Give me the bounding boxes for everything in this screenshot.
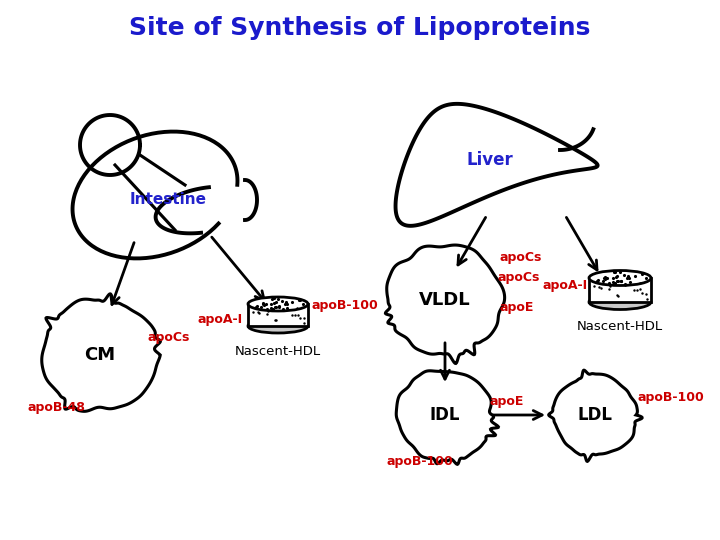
Text: Liver: Liver bbox=[467, 151, 513, 169]
Text: LDL: LDL bbox=[577, 406, 613, 424]
Text: apoE: apoE bbox=[490, 395, 524, 408]
Text: apoA-I: apoA-I bbox=[543, 279, 588, 292]
Polygon shape bbox=[395, 104, 598, 226]
Text: apoB-100: apoB-100 bbox=[311, 299, 378, 312]
Text: Nascent-HDL: Nascent-HDL bbox=[577, 320, 663, 333]
Text: apoA-I: apoA-I bbox=[198, 314, 243, 327]
Text: apoB-100: apoB-100 bbox=[638, 392, 705, 404]
Text: Intestine: Intestine bbox=[130, 192, 207, 207]
Bar bbox=[589, 278, 651, 302]
Text: apoB-100: apoB-100 bbox=[387, 456, 454, 469]
Text: apoE: apoE bbox=[500, 301, 534, 314]
Ellipse shape bbox=[589, 271, 651, 286]
Text: apoCs: apoCs bbox=[500, 252, 542, 265]
Text: Site of Synthesis of Lipoproteins: Site of Synthesis of Lipoproteins bbox=[130, 16, 590, 40]
Polygon shape bbox=[549, 370, 642, 461]
Polygon shape bbox=[396, 371, 498, 464]
Ellipse shape bbox=[589, 294, 651, 309]
Bar bbox=[248, 304, 308, 326]
Text: apoB-48: apoB-48 bbox=[28, 402, 86, 415]
Text: apoCs: apoCs bbox=[498, 272, 541, 285]
Polygon shape bbox=[42, 294, 161, 411]
Text: apoCs: apoCs bbox=[148, 330, 190, 343]
Text: Nascent-HDL: Nascent-HDL bbox=[235, 345, 321, 358]
Text: VLDL: VLDL bbox=[419, 291, 471, 309]
Text: IDL: IDL bbox=[430, 406, 460, 424]
Text: CM: CM bbox=[84, 346, 116, 364]
Polygon shape bbox=[385, 245, 505, 363]
Ellipse shape bbox=[248, 297, 308, 311]
Ellipse shape bbox=[248, 319, 308, 333]
